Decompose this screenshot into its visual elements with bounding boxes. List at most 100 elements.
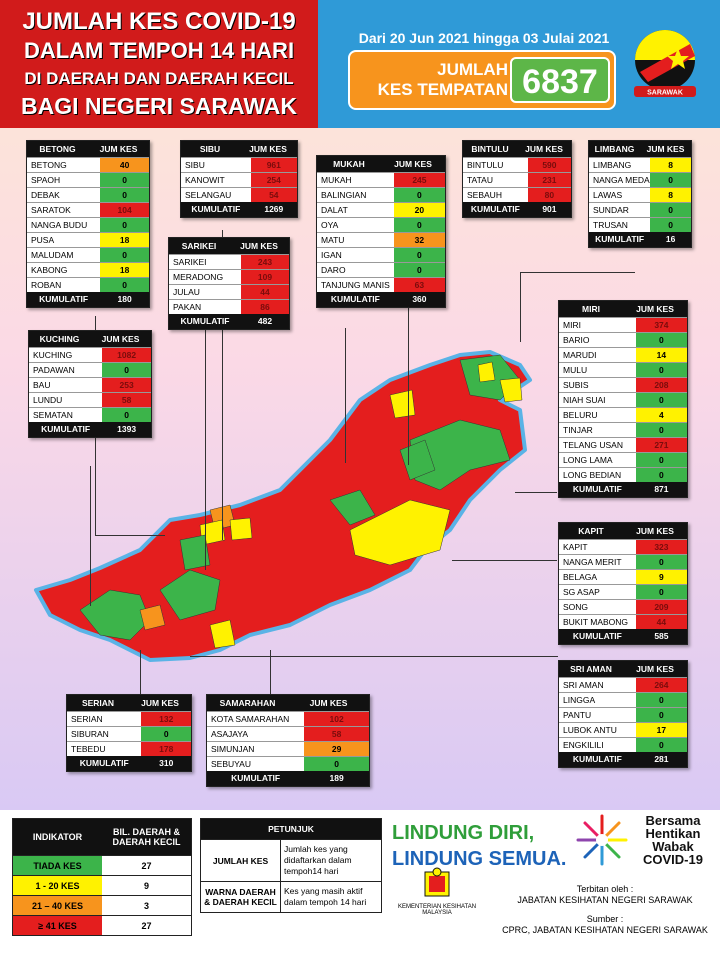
table-row: PUSA 18 bbox=[27, 232, 149, 247]
subdistrict-name: KABONG bbox=[31, 265, 68, 275]
subdistrict-name: SPAOH bbox=[31, 175, 61, 185]
total-label: KUMULATIF bbox=[330, 294, 380, 304]
leader-sibu bbox=[222, 230, 223, 540]
table-row: SRI AMAN 264 bbox=[559, 677, 687, 692]
subdistrict-name: SEMATAN bbox=[33, 410, 73, 420]
table-row: NANGA BUDU 0 bbox=[27, 217, 149, 232]
subdistrict-name: DALAT bbox=[321, 205, 348, 215]
table-row: MIRI 374 bbox=[559, 317, 687, 332]
indicator-row: ≥ 41 KES 27 bbox=[13, 915, 191, 935]
subdistrict-name: SELANGAU bbox=[185, 190, 232, 200]
district-title: BINTULU bbox=[471, 144, 509, 154]
title-line-3: DI DAERAH DAN DAERAH KECIL bbox=[24, 69, 294, 88]
subdistrict-name: SARIKEI bbox=[173, 257, 207, 267]
table-row: KAPIT 323 bbox=[559, 539, 687, 554]
case-count: 0 bbox=[635, 423, 687, 437]
region-green-mukah bbox=[329, 489, 376, 526]
flag-caption: SARAWAK bbox=[647, 90, 683, 97]
subdistrict-name: MUKAH bbox=[321, 175, 352, 185]
total-value: 16 bbox=[665, 234, 676, 244]
table-row: LUNDU 58 bbox=[29, 392, 151, 407]
leader-samarahan bbox=[270, 650, 271, 695]
table-total: KUMULATIF 901 bbox=[463, 202, 571, 217]
subdistrict-name: SUBIS bbox=[563, 380, 589, 390]
terbitan-value: JABATAN KESIHATAN NEGERI SARAWAK bbox=[517, 895, 693, 905]
table-row: SARIKEI 243 bbox=[169, 254, 289, 269]
total-label: JUMLAH KES TEMPATAN bbox=[358, 60, 508, 100]
case-count: 178 bbox=[141, 742, 191, 756]
indicator-row: 21 – 40 KES 3 bbox=[13, 895, 191, 915]
table-sriaman: SRI AMAN JUM KES SRI AMAN 264 LINGGA 0 PANTU 0 L… bbox=[558, 660, 688, 768]
total-value: 180 bbox=[117, 294, 132, 304]
subdistrict-name: BELURU bbox=[563, 410, 598, 420]
subdistrict-name: TANJUNG MANIS bbox=[321, 280, 390, 290]
subdistrict-name: LAWAS bbox=[593, 190, 623, 200]
subdistrict-name: PADAWAN bbox=[33, 365, 75, 375]
case-count: 0 bbox=[635, 555, 687, 569]
terbitan-label: Terbitan oleh : bbox=[576, 884, 634, 894]
district-title: MUKAH bbox=[333, 159, 365, 169]
indicator-header: INDIKATOR BIL. DAERAH & DAERAH KECIL bbox=[13, 819, 191, 855]
indicator-row: TIADA KES 27 bbox=[13, 855, 191, 875]
case-count: 961 bbox=[250, 158, 297, 172]
case-count: 102 bbox=[304, 712, 369, 726]
subdistrict-name: MULU bbox=[563, 365, 588, 375]
table-row: BARIO 0 bbox=[559, 332, 687, 347]
table-header: SAMARAHAN JUM KES bbox=[207, 695, 369, 711]
table-row: MERADONG 109 bbox=[169, 269, 289, 284]
table-row: JULAU 44 bbox=[169, 284, 289, 299]
case-count: 14 bbox=[635, 348, 687, 362]
indicator-header-1: INDIKATOR bbox=[32, 832, 83, 842]
table-row: SEBAUH 80 bbox=[463, 187, 571, 202]
region-yellow-kabong bbox=[229, 517, 253, 541]
total-value: 901 bbox=[542, 204, 557, 214]
total-value: 585 bbox=[654, 631, 669, 641]
district-title: MIRI bbox=[582, 304, 600, 314]
table-row: MALUDAM 0 bbox=[27, 247, 149, 262]
table-row: MULU 0 bbox=[559, 362, 687, 377]
table-row: PANTU 0 bbox=[559, 707, 687, 722]
subdistrict-name: SERIAN bbox=[71, 714, 103, 724]
table-row: NIAH SUAI 0 bbox=[559, 392, 687, 407]
table-mukah: MUKAH JUM KES MUKAH 245 BALINGIAN 0 DALAT 20 OYA… bbox=[316, 155, 446, 308]
case-count: 0 bbox=[635, 468, 687, 482]
case-count: 245 bbox=[393, 173, 445, 187]
case-count: 0 bbox=[100, 173, 149, 187]
sumber-value: CPRC, JABATAN KESIHATAN NEGERI SARAWAK bbox=[502, 925, 708, 935]
case-count: 58 bbox=[304, 727, 369, 741]
subdistrict-name: SONG bbox=[563, 602, 589, 612]
subdistrict-name: ENGKILILI bbox=[563, 740, 604, 750]
case-count: 86 bbox=[241, 300, 289, 314]
leader-kapit bbox=[452, 560, 557, 561]
subdistrict-name: SIBURAN bbox=[71, 729, 109, 739]
table-row: KABONG 18 bbox=[27, 262, 149, 277]
leader-kuching bbox=[90, 466, 91, 606]
case-count: 0 bbox=[635, 333, 687, 347]
table-row: SUNDAR 0 bbox=[589, 202, 691, 217]
table-row: MARUDI 14 bbox=[559, 347, 687, 362]
table-row: LONG BEDIAN 0 bbox=[559, 467, 687, 482]
subdistrict-name: LIMBANG bbox=[593, 160, 632, 170]
column-header: JUM KES bbox=[525, 144, 563, 154]
kkm-text: KEMENTERIAN KESIHATAN MALAYSIA bbox=[397, 904, 477, 916]
case-count: 0 bbox=[102, 363, 151, 377]
indicator-rows: TIADA KES 27 1 - 20 KES 9 21 – 40 KES 3 ≥ 41 K… bbox=[13, 855, 191, 935]
subdistrict-name: SARATOK bbox=[31, 205, 71, 215]
subdistrict-name: NANGA MERIT bbox=[563, 557, 622, 567]
table-row: SONG 209 bbox=[559, 599, 687, 614]
column-header: JUM KES bbox=[309, 698, 348, 708]
leader-mukah bbox=[345, 328, 346, 463]
table-row: TEBEDU 178 bbox=[67, 741, 191, 756]
total-label: KUMULATIF bbox=[191, 204, 241, 214]
district-title: KAPIT bbox=[578, 526, 604, 536]
case-count: 18 bbox=[100, 233, 149, 247]
table-row: TATAU 231 bbox=[463, 172, 571, 187]
table-header: MUKAH JUM KES bbox=[317, 156, 445, 172]
table-sibu: SIBU JUM KES SIBU 961 KANOWIT 254 SELANGAU 54 KU… bbox=[180, 140, 298, 218]
case-count: 0 bbox=[393, 248, 445, 262]
subdistrict-name: SUNDAR bbox=[593, 205, 629, 215]
table-total: KUMULATIF 1393 bbox=[29, 422, 151, 437]
subdistrict-name: MALUDAM bbox=[31, 250, 74, 260]
column-header: JUM KES bbox=[636, 664, 674, 674]
petunjuk-key: WARNA DAERAH & DAERAH KECIL bbox=[201, 882, 281, 912]
